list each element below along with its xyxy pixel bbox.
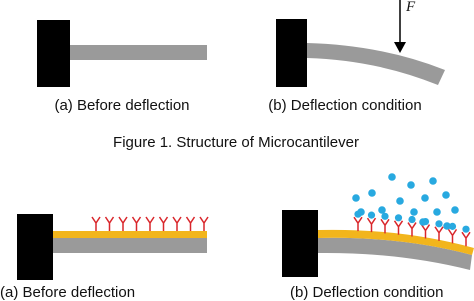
caption: (b) Deflection condition (268, 97, 421, 114)
molecule (378, 206, 386, 214)
receptor (131, 216, 142, 231)
caption: (b) Deflection condition (290, 284, 443, 301)
molecule (357, 208, 365, 216)
base (276, 19, 307, 87)
receptors (91, 216, 209, 231)
receptor (407, 222, 417, 237)
receptor (366, 217, 377, 233)
receptor (172, 216, 182, 231)
receptor (353, 216, 363, 232)
molecule (421, 194, 429, 202)
molecule (433, 208, 441, 216)
receptor (461, 231, 471, 247)
molecule (442, 191, 450, 199)
figure-caption: Figure 1. Structure of Microcantilever (113, 134, 359, 151)
bound-molecule (408, 215, 416, 224)
molecule (407, 181, 415, 189)
beam (53, 238, 207, 253)
base (17, 214, 53, 280)
molecule (419, 218, 427, 226)
receptor (118, 216, 128, 231)
molecule (410, 208, 418, 216)
receptor (420, 224, 431, 239)
caption: (a) Before deflection (0, 284, 135, 301)
molecule (352, 194, 360, 202)
molecule (429, 177, 437, 185)
bound-molecule (462, 225, 470, 233)
coating (318, 229, 474, 255)
receptor (91, 216, 101, 231)
receptor (104, 216, 115, 231)
bound-molecule (381, 212, 389, 220)
arrow-head (394, 42, 406, 53)
caption: (a) Before deflection (54, 97, 189, 114)
bound-molecule (448, 222, 457, 230)
beam (70, 45, 207, 60)
base (37, 20, 70, 87)
molecules (352, 173, 470, 233)
receptor (185, 216, 196, 231)
bound-molecule (435, 220, 443, 228)
receptor (158, 216, 169, 231)
coating (53, 231, 207, 238)
receptor (434, 226, 444, 241)
molecule (451, 206, 459, 214)
receptors (353, 216, 471, 247)
bent-beam (318, 237, 472, 270)
base (282, 210, 318, 277)
molecule (368, 189, 376, 197)
receptor (447, 228, 458, 244)
receptor (199, 216, 209, 231)
receptor (380, 218, 390, 234)
bent-beam (307, 43, 445, 85)
receptor (145, 216, 155, 231)
force-label: F (405, 0, 416, 15)
bound-molecule (367, 211, 376, 219)
bound-molecule (394, 214, 403, 222)
molecule (443, 222, 451, 230)
molecule (396, 197, 404, 205)
receptor (393, 220, 404, 235)
molecule (388, 173, 396, 181)
